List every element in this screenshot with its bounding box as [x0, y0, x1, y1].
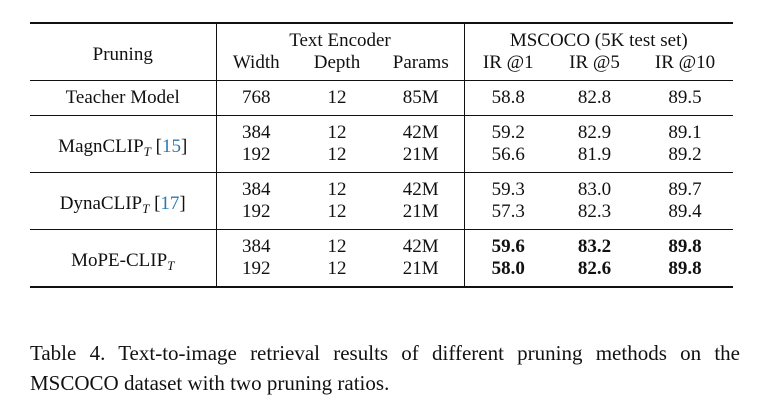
- cell-depth: 12: [327, 201, 347, 222]
- cell-params: 42M: [402, 236, 439, 257]
- cell-ir1: 59.3: [463, 172, 552, 201]
- header-ir5: IR @5: [569, 52, 620, 73]
- method-label: Teacher Model: [65, 87, 180, 108]
- cell-width: 192: [215, 201, 296, 230]
- cell-width: 192: [215, 258, 296, 287]
- cell-ir1: 58.8: [463, 80, 552, 116]
- caption-text: Text-to-image retrieval results of diffe…: [30, 341, 741, 395]
- header-mscoco: MSCOCO (5K test set): [463, 23, 733, 52]
- cell-depth: 12: [327, 236, 347, 257]
- cell-depth: 12: [327, 258, 347, 279]
- cell-ir5: 82.3: [577, 201, 612, 222]
- cell-params: 21M: [402, 201, 439, 222]
- cell-ir10: 89.1: [668, 122, 702, 143]
- method-subscript: T: [143, 144, 151, 159]
- cell-ir5: 81.9: [577, 144, 612, 165]
- cell-ir5: 82.9: [577, 122, 612, 143]
- method-name: MoPE-CLIP: [71, 250, 168, 271]
- cell-ir1: 56.6: [463, 144, 552, 173]
- citation-link[interactable]: 15: [161, 136, 181, 157]
- cell-params: 21M: [402, 258, 439, 279]
- cell-ir5: 83.0: [577, 179, 612, 200]
- header-text-encoder: Text Encoder: [215, 23, 464, 52]
- table-row: MagnCLIPT [15] 384 12 42M 59.2 82.9 89.1: [30, 115, 733, 158]
- cell-ir5: 83.2: [577, 236, 612, 257]
- method-label: DynaCLIPT [17]: [59, 193, 186, 216]
- method-subscript: T: [167, 258, 175, 273]
- citation-link[interactable]: 17: [160, 193, 180, 214]
- cell-width: 192: [215, 144, 296, 173]
- cell-params: 42M: [402, 122, 439, 143]
- cell-params: 85M: [402, 87, 439, 108]
- method-name: MagnCLIP: [58, 136, 144, 157]
- cell-ir10: 89.8: [668, 258, 702, 279]
- table-row-teacher: Teacher Model 768 12 85M 58.8 82.8 89.5: [30, 80, 733, 116]
- cell-ir10: 89.5: [668, 87, 702, 108]
- cell-ir10: 89.2: [668, 144, 702, 165]
- cell-width: 384: [215, 115, 296, 144]
- cell-params: 21M: [402, 144, 439, 165]
- results-table: Pruning Text Encoder MSCOCO (5K test set…: [30, 22, 733, 288]
- table-row: 192 12 21M 58.0 82.6 89.8: [30, 258, 733, 287]
- cell-ir1: 57.3: [463, 201, 552, 230]
- cell-depth: 12: [327, 87, 347, 108]
- table-row: MoPE-CLIPT 384 12 42M 59.6 83.2 89.8: [30, 229, 733, 288]
- header-ir10: IR @10: [654, 52, 716, 73]
- header-row-columns: Width Depth Params IR @1 IR @5 IR @10: [30, 52, 733, 81]
- cell-ir10: 89.4: [668, 201, 702, 222]
- header-params: Params: [392, 52, 449, 73]
- cell-depth: 12: [327, 122, 347, 143]
- cell-ir10: 89.8: [668, 236, 702, 257]
- cell-ir1: 59.6: [463, 229, 552, 258]
- method-label: MoPE-CLIPT: [30, 229, 216, 288]
- table-row: DynaCLIPT [17] 384 12 42M 59.3 83.0 89.7: [30, 172, 733, 215]
- cell-ir5: 82.8: [577, 87, 612, 108]
- table-row: 192 12 21M 57.3 82.3 89.4: [30, 201, 733, 230]
- cell-params: 42M: [402, 179, 439, 200]
- header-pruning: Pruning: [92, 44, 153, 65]
- table-row: 192 12 21M 56.6 81.9 89.2: [30, 144, 733, 173]
- cell-ir1: 59.2: [463, 115, 552, 144]
- cell-ir5: 82.6: [577, 258, 612, 279]
- cell-width: 768: [215, 80, 296, 116]
- header-depth: Depth: [313, 52, 361, 73]
- cell-depth: 12: [327, 144, 347, 165]
- cell-depth: 12: [327, 179, 347, 200]
- table-caption: Table 4. Text-to-image retrieval results…: [30, 338, 740, 398]
- cell-ir1: 58.0: [463, 258, 552, 287]
- method-subscript: T: [142, 201, 150, 216]
- caption-label: Table 4.: [30, 341, 106, 365]
- results-table-container: Pruning Text Encoder MSCOCO (5K test set…: [30, 22, 733, 288]
- cell-width: 384: [215, 229, 296, 258]
- header-ir1: IR @1: [463, 52, 552, 81]
- method-label: MagnCLIPT [15]: [58, 136, 188, 159]
- method-name: DynaCLIP: [59, 193, 143, 214]
- header-row-groups: Pruning Text Encoder MSCOCO (5K test set…: [30, 23, 733, 65]
- header-width: Width: [215, 52, 296, 81]
- cell-width: 384: [215, 172, 296, 201]
- cell-ir10: 89.7: [668, 179, 702, 200]
